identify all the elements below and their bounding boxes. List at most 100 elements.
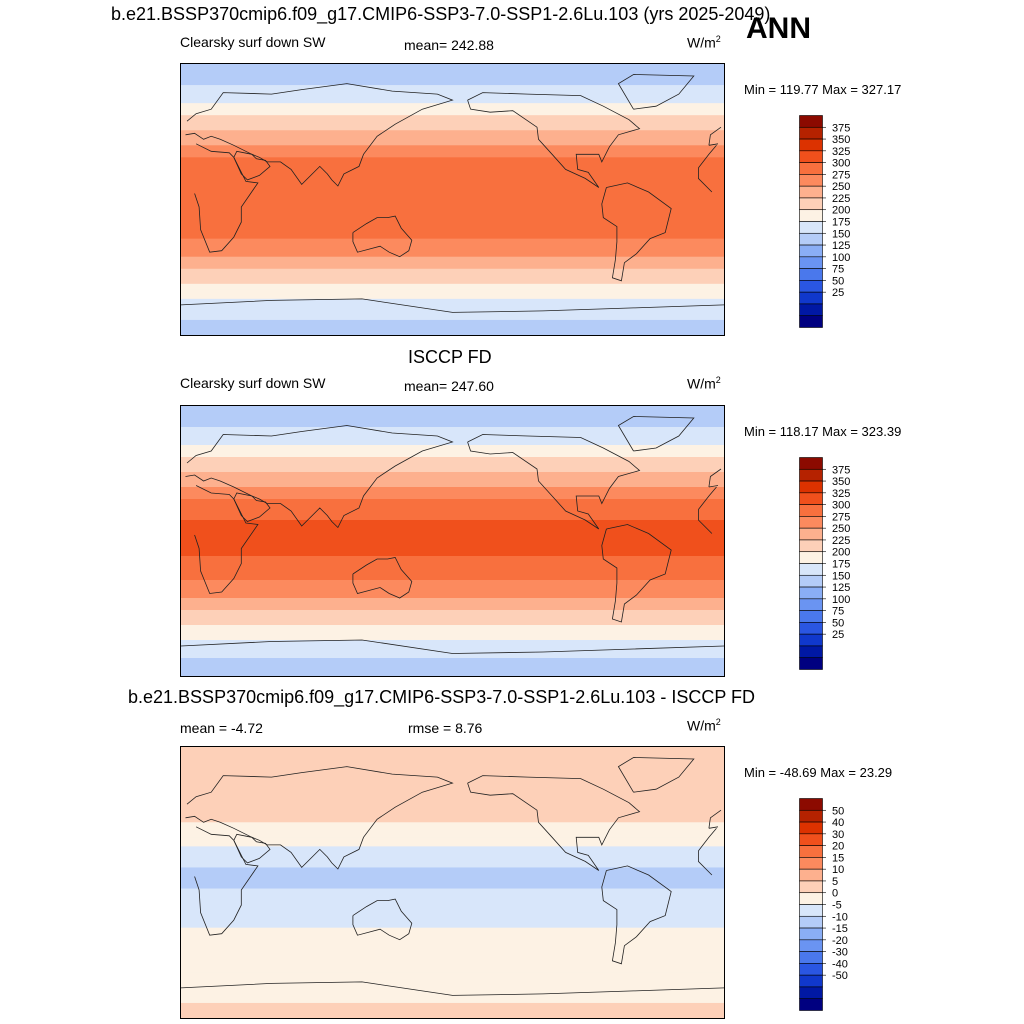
lat-band bbox=[181, 64, 724, 68]
lat-band bbox=[181, 577, 724, 581]
panel2-units: W/m2 bbox=[687, 375, 721, 392]
lat-band bbox=[181, 445, 724, 449]
lat-band bbox=[181, 580, 724, 584]
lat-band bbox=[181, 316, 724, 321]
coastline bbox=[617, 757, 695, 793]
lat-band bbox=[181, 643, 724, 647]
lat-band bbox=[181, 664, 724, 668]
lat-band bbox=[181, 151, 724, 155]
colorbar-tick-label: 175 bbox=[832, 559, 850, 571]
lat-band bbox=[181, 253, 724, 258]
lat-band bbox=[181, 70, 724, 74]
lat-band bbox=[181, 304, 724, 309]
colorbar-swatch bbox=[799, 126, 823, 140]
lat-band bbox=[181, 313, 724, 318]
lat-band bbox=[181, 91, 724, 95]
lat-band bbox=[181, 1008, 724, 1013]
lat-band bbox=[181, 750, 724, 754]
colorbar-tick-label: -30 bbox=[832, 947, 848, 959]
colorbar-tick-label: 20 bbox=[832, 841, 844, 853]
colorbar-tick-label: 225 bbox=[832, 193, 850, 205]
colorbar-tick-label: 15 bbox=[832, 852, 844, 864]
lat-band bbox=[181, 601, 724, 605]
lat-band bbox=[181, 951, 724, 956]
lat-band bbox=[181, 852, 724, 856]
lat-band bbox=[181, 196, 724, 201]
coastline bbox=[601, 524, 672, 623]
lat-band bbox=[181, 562, 724, 566]
lat-band bbox=[181, 466, 724, 470]
lat-band bbox=[181, 918, 724, 923]
colorbar-swatch bbox=[799, 197, 823, 211]
colorbar-swatch bbox=[799, 527, 823, 541]
lat-band bbox=[181, 154, 724, 158]
lat-band bbox=[181, 67, 724, 71]
colorbar-swatch bbox=[799, 845, 823, 858]
lat-band bbox=[181, 975, 724, 980]
lat-band bbox=[181, 331, 724, 335]
colorbar-swatch bbox=[799, 280, 823, 293]
colorbar-swatch bbox=[799, 998, 823, 1011]
coastline bbox=[601, 865, 672, 965]
colorbar-swatch bbox=[799, 504, 823, 517]
colorbar-swatch bbox=[799, 315, 823, 328]
lat-band bbox=[181, 622, 724, 626]
lat-band bbox=[181, 220, 724, 225]
lat-band bbox=[181, 82, 724, 86]
lat-band bbox=[181, 801, 724, 805]
lat-band bbox=[181, 873, 724, 878]
lat-band bbox=[181, 511, 724, 515]
lat-band bbox=[181, 139, 724, 143]
lat-band bbox=[181, 607, 724, 611]
lat-band bbox=[181, 813, 724, 817]
lat-band bbox=[181, 888, 724, 893]
coastline bbox=[617, 74, 695, 110]
lat-band bbox=[181, 115, 724, 119]
lat-band bbox=[181, 166, 724, 170]
lat-band bbox=[181, 199, 724, 204]
lat-band bbox=[181, 472, 724, 476]
colorbar-swatch bbox=[799, 809, 823, 823]
lat-band bbox=[181, 73, 724, 77]
lat-band bbox=[181, 747, 724, 751]
lat-band bbox=[181, 894, 724, 899]
coastline bbox=[194, 485, 717, 594]
coastline bbox=[185, 766, 722, 870]
lat-band bbox=[181, 460, 724, 464]
lat-band bbox=[181, 118, 724, 122]
colorbar-swatch bbox=[799, 645, 823, 659]
lat-band bbox=[181, 421, 724, 425]
lat-band bbox=[181, 879, 724, 884]
lat-band bbox=[181, 250, 724, 255]
lat-band bbox=[181, 298, 724, 303]
lat-band bbox=[181, 124, 724, 128]
colorbar-tick-label: 250 bbox=[832, 523, 850, 535]
lat-band bbox=[181, 289, 724, 294]
lat-band bbox=[181, 109, 724, 113]
lat-band bbox=[181, 939, 724, 944]
colorbar-swatch bbox=[799, 586, 823, 600]
lat-band bbox=[181, 265, 724, 270]
colorbar-swatch bbox=[799, 516, 823, 529]
lat-band bbox=[181, 238, 724, 243]
lat-band bbox=[181, 924, 724, 929]
lat-band bbox=[181, 526, 724, 530]
lat-band bbox=[181, 783, 724, 787]
colorbar-tick-label: 75 bbox=[832, 264, 844, 276]
lat-band bbox=[181, 834, 724, 838]
lat-band bbox=[181, 762, 724, 766]
lat-band bbox=[181, 849, 724, 853]
lat-band bbox=[181, 493, 724, 497]
coastline bbox=[181, 298, 724, 313]
lat-band bbox=[181, 667, 724, 671]
lat-band bbox=[181, 786, 724, 790]
colorbar-swatch bbox=[799, 185, 823, 199]
lat-band bbox=[181, 136, 724, 140]
colorbar-tick-label: 50 bbox=[832, 275, 844, 287]
lat-band bbox=[181, 981, 724, 986]
lat-band bbox=[181, 268, 724, 273]
lat-band bbox=[181, 837, 724, 841]
lat-band bbox=[181, 319, 724, 324]
lat-band bbox=[181, 547, 724, 551]
lat-band bbox=[181, 406, 724, 410]
